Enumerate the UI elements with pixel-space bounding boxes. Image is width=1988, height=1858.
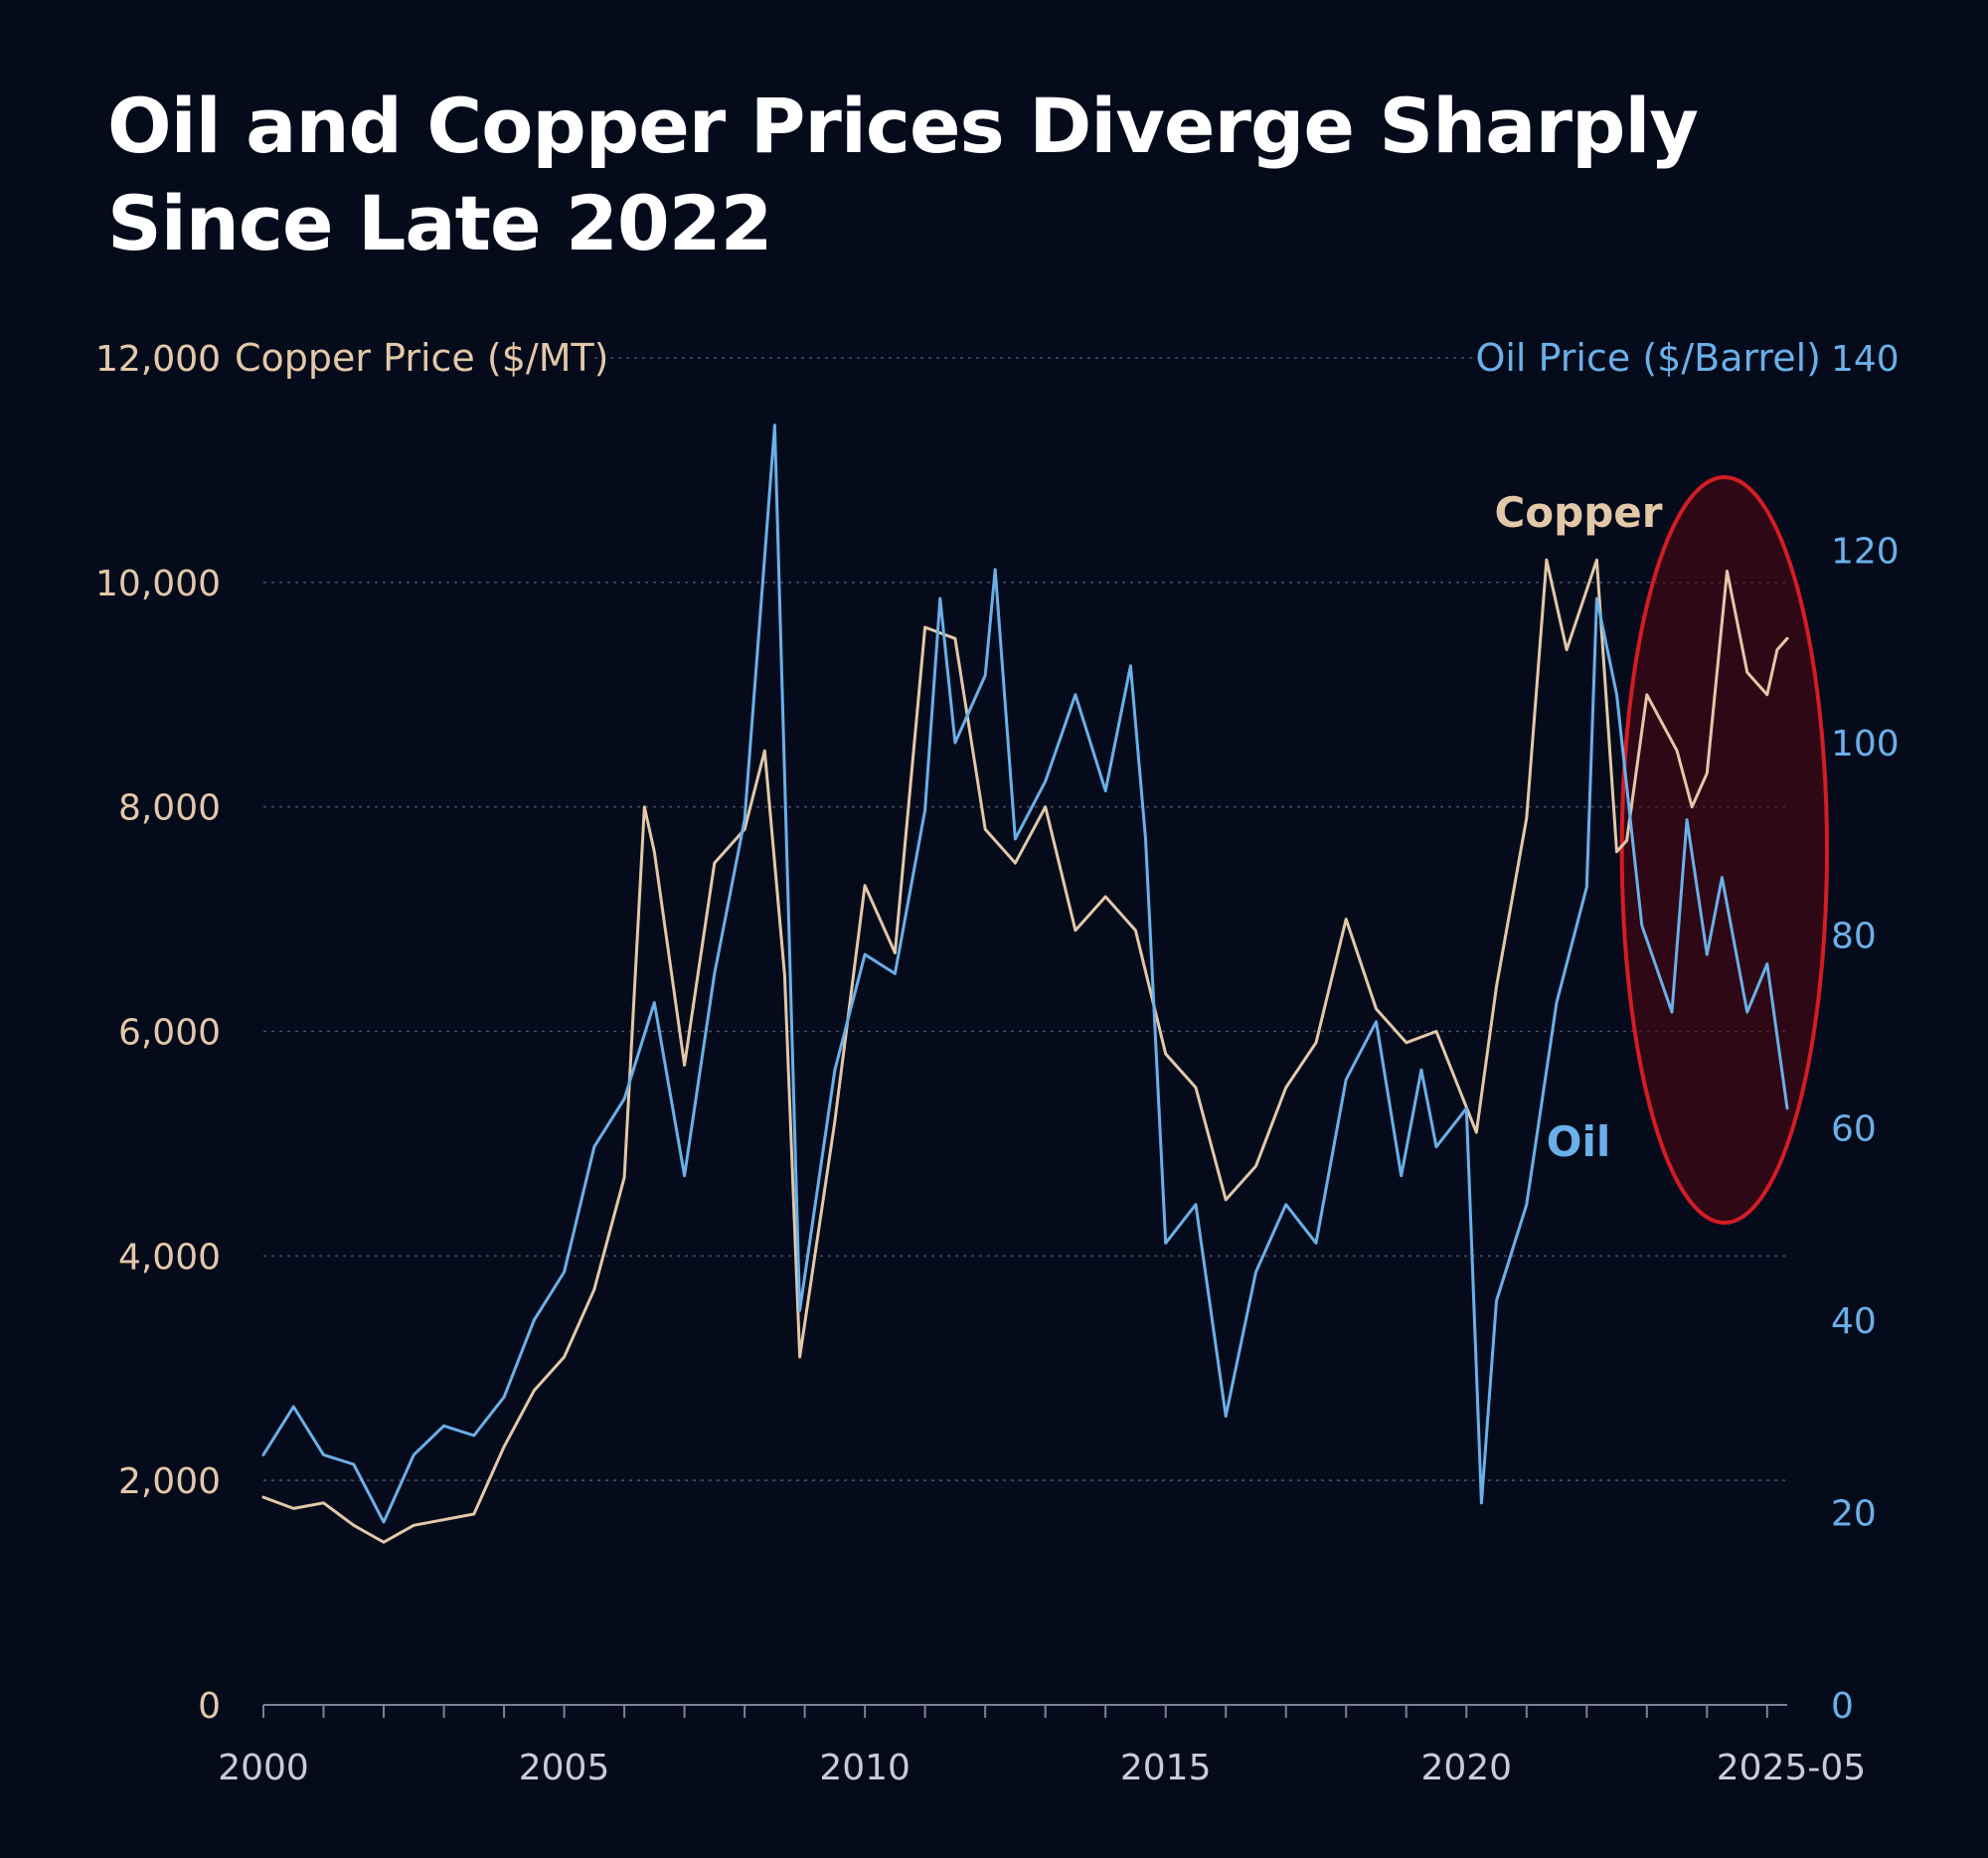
left-tick-label: 0 [198,1686,221,1727]
right-tick-label: 40 [1831,1301,1877,1342]
x-tick-label: 2010 [819,1748,911,1788]
x-tick-label: 2020 [1420,1748,1512,1788]
oil-series-label: Oil [1547,1117,1611,1166]
right-tick-label: 80 [1831,917,1877,957]
right-tick-label: 0 [1831,1686,1854,1727]
right-axis-title: Oil Price ($/Barrel) [1475,336,1821,380]
series-line-oil [261,423,1789,1524]
left-tick-label: 10,000 [95,564,221,604]
copper-series-label: Copper [1494,488,1662,537]
left-tick-label: 6,000 [118,1013,221,1054]
x-tick-label: 2025-05 [1717,1748,1866,1788]
left-tick-label: 12,000 [95,339,221,380]
left-tick-label: 2,000 [118,1461,221,1502]
highlight-ellipse [1619,475,1830,1225]
chart-title: Oil and Copper Prices Diverge Sharply Si… [107,82,1699,267]
left-tick-label: 8,000 [118,788,221,829]
left-tick-label: 4,000 [118,1237,221,1277]
left-tick-label: 12,000 [95,339,221,380]
series-line-copper [261,558,1789,1544]
x-tick-label: 2005 [519,1748,610,1788]
x-tick-label: 2000 [218,1748,309,1788]
right-tick-label: 100 [1831,724,1900,764]
right-tick-label: 140 [1831,339,1900,380]
right-tick-label: 120 [1831,532,1900,573]
x-tick-label: 2015 [1120,1748,1212,1788]
left-axis-title: Copper Price ($/MT) [235,336,609,380]
right-tick-label: 20 [1831,1493,1877,1534]
right-tick-label: 60 [1831,1108,1877,1149]
